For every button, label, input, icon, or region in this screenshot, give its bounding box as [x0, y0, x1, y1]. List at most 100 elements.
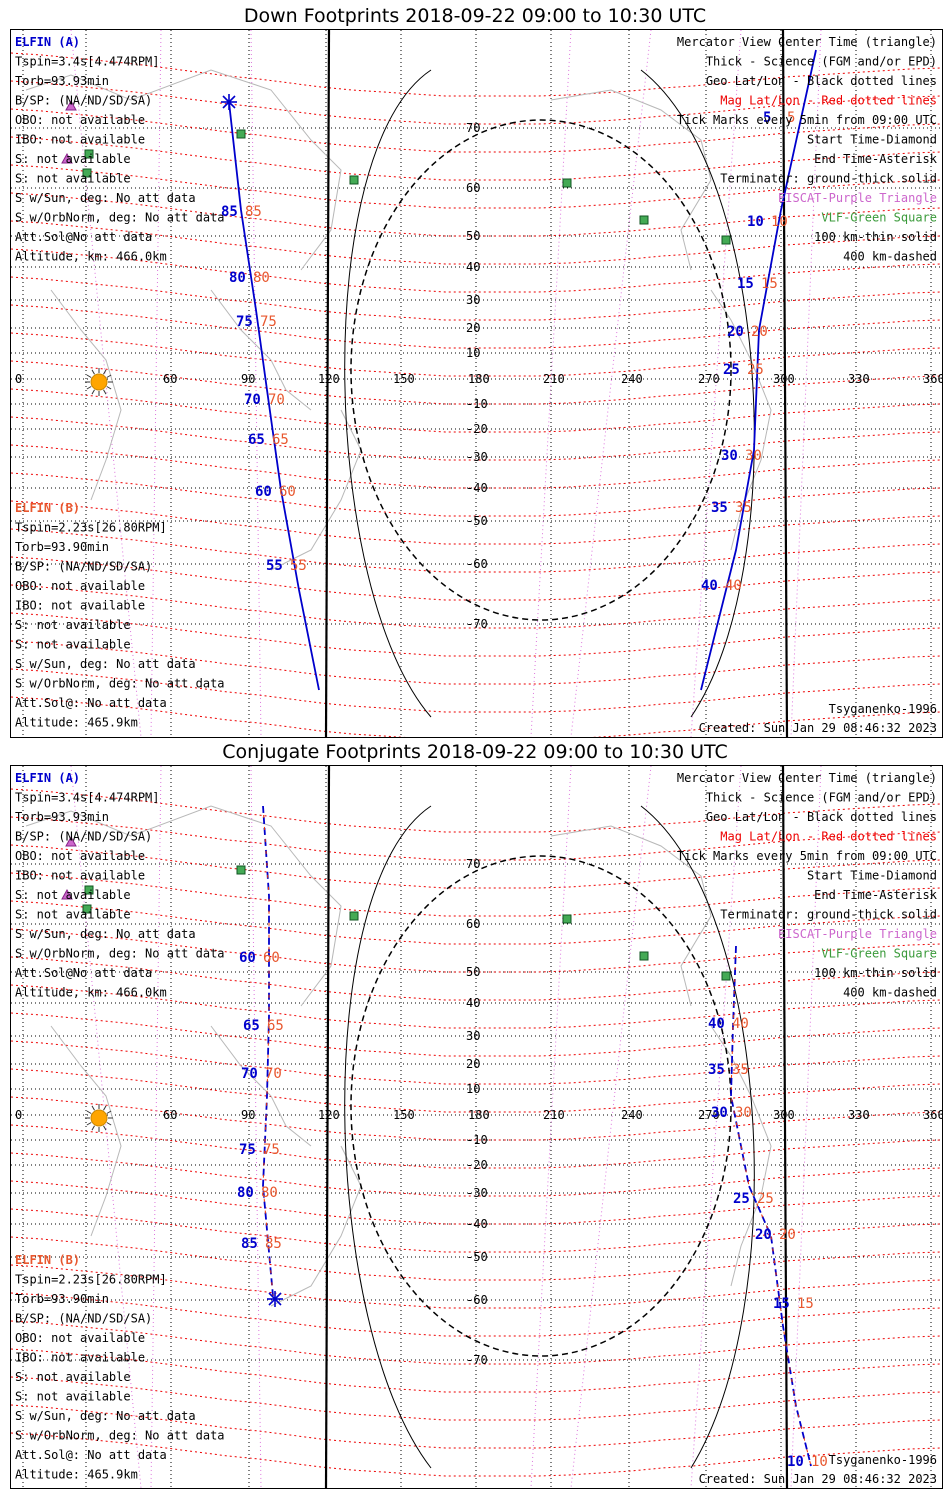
legend-line: Start Time-Diamond	[807, 133, 937, 147]
elfin-b-info-line: Att.Sol@: No att data	[15, 696, 167, 710]
vlf-station-square	[721, 235, 731, 245]
down-footprints-map: 0 60 90 120 150 180 210 240 270 300 330 360 70 60 50 40…	[11, 30, 942, 737]
elfin-b-info-line: B/SP: (NA/ND/SD/SA)	[15, 560, 152, 574]
track-a-tick-orange: 75	[263, 1142, 280, 1158]
mag-lon-line	[70, 766, 142, 1488]
vlf-station-square	[236, 129, 246, 139]
lat-tick-label: 70	[466, 857, 480, 871]
coastline	[50, 1025, 122, 1237]
footprint-100km-left	[344, 805, 432, 1469]
legend-line: Geo Lat/Lon - Black dotted lines	[706, 810, 937, 824]
lon-tick-label: 210	[543, 1108, 565, 1122]
track-b-tick-orange: 15	[761, 276, 778, 292]
mag-lat-line	[11, 1376, 942, 1421]
sun-ray	[103, 1125, 107, 1131]
lon-tick-label: 180	[468, 1108, 490, 1122]
elfin-b-info-line: Altitude: 465.9km	[15, 1468, 138, 1482]
elfin-a-info-line: Altitude, km: 466.0km	[15, 250, 167, 264]
elfin-b-info-line: S: not available	[15, 618, 131, 632]
lat-tick-label: -40	[466, 1217, 488, 1231]
mag-lat-line	[11, 1432, 942, 1477]
lat-tick-label: -30	[466, 450, 488, 464]
track-b-tick-orange: 30	[745, 448, 762, 464]
footer-created: Created: Sun Jan 29 08:46:32 2023	[699, 721, 937, 735]
lat-tick-label: -60	[466, 1293, 488, 1307]
track-b-tick-orange: 20	[779, 1227, 796, 1243]
track-b-tick-blue: 40	[708, 1016, 725, 1032]
track-a-tick-blue: 80	[229, 270, 246, 286]
mag-lat-line	[11, 332, 942, 377]
track-b-tick-orange: 25	[747, 362, 764, 378]
coastline	[25, 805, 342, 1007]
mag-lat-line	[11, 80, 942, 125]
elfin-a-info-line: IBO: not available	[15, 869, 145, 883]
elfin-a-info-line: S: not available	[15, 172, 131, 186]
elfin-b-info-line: IBO: not available	[15, 1351, 145, 1365]
end-time-asterisk	[268, 1292, 282, 1306]
track-b-tick-blue: 20	[727, 324, 744, 340]
track-a-tick-orange: 80	[253, 270, 270, 286]
coastline	[210, 289, 312, 411]
vlf-station-square	[84, 149, 94, 159]
coastline	[25, 69, 342, 271]
mag-lat-line	[11, 900, 942, 945]
track-b-tick-orange: 40	[725, 578, 742, 594]
lat-tick-label: -10	[466, 397, 488, 411]
lon-tick-label: 330	[848, 1108, 870, 1122]
lon-tick-label: 240	[621, 1108, 643, 1122]
sun-ray	[86, 386, 92, 390]
legend-line: Thick - Science (FGM and/or EPD)	[706, 55, 937, 69]
elfin-a-info-line: Torb=93.93min	[15, 74, 109, 88]
track-b-tick-blue: 25	[733, 1191, 750, 1207]
track-a-tick-orange: 70	[268, 392, 285, 408]
elfin-a-info-line: S w/Sun, deg: No att data	[15, 191, 196, 205]
track-elfin-b-overlay	[730, 945, 812, 1467]
mag-lat-line	[11, 444, 942, 489]
mag-lat-line	[11, 1096, 942, 1141]
vlf-station-square	[82, 904, 92, 914]
vlf-station-square	[349, 175, 359, 185]
sun-ray	[106, 386, 112, 390]
vlf-station-square	[721, 971, 731, 981]
track-a-tick-orange: 85	[245, 204, 262, 220]
elfin-b-info-line: Att.Sol@: No att data	[15, 1448, 167, 1462]
mag-lat-line	[11, 360, 942, 405]
mag-lat-line	[11, 928, 942, 973]
elfin-a-info-line: S: not available	[15, 888, 131, 902]
mag-lat-line	[11, 1236, 942, 1281]
sun-ray	[106, 374, 112, 378]
legend-line: VLF-Green Square	[821, 947, 937, 961]
mag-lat-line	[11, 1180, 942, 1225]
track-b-tick-orange: 30	[735, 1105, 752, 1121]
elfin-a-info-line: S w/OrbNorm, deg: No att data	[15, 211, 225, 225]
legend-line: 400 km-dashed	[843, 250, 937, 264]
mag-lat-line	[11, 1124, 942, 1169]
lon-tick-label: 180	[468, 372, 490, 386]
mag-lat-line	[11, 696, 942, 737]
elfin-a-info-line: B/SP: (NA/ND/SD/SA)	[15, 830, 152, 844]
terminator-line-right	[781, 30, 789, 737]
mag-lat-line	[11, 956, 942, 1001]
mag-lon-line	[70, 30, 142, 737]
elfin-a-info-line: S: not available	[15, 152, 131, 166]
sun-ray	[103, 1105, 107, 1111]
mag-lon-line	[790, 766, 822, 1488]
lon-tick-label: 300	[773, 1108, 795, 1122]
lat-tick-label: -70	[466, 1353, 488, 1367]
mag-lat-line	[11, 844, 942, 889]
elfin-a-name: ELFIN (A)	[15, 771, 80, 785]
terminator-line-left	[324, 766, 331, 1488]
track-a-tick-blue: 85	[241, 1236, 258, 1252]
track-b-tick-orange: 35	[732, 1062, 749, 1078]
track-a-tick-orange: 85	[265, 1236, 282, 1252]
footprint-400km-ellipse	[350, 119, 732, 621]
elfin-b-name: ELFIN (B)	[15, 1253, 80, 1267]
legend-line: Tick Marks every 5min from 09:00 UTC	[677, 849, 937, 863]
mag-lat-line	[11, 1264, 942, 1309]
track-a-tick-orange: 75	[260, 314, 277, 330]
mag-lat-line	[11, 108, 942, 153]
vlf-station-square	[82, 168, 92, 178]
elfin-b-info-line: Altitude: 465.9km	[15, 716, 138, 730]
track-a-tick-blue: 55	[266, 558, 283, 574]
mag-lat-line	[11, 556, 942, 601]
